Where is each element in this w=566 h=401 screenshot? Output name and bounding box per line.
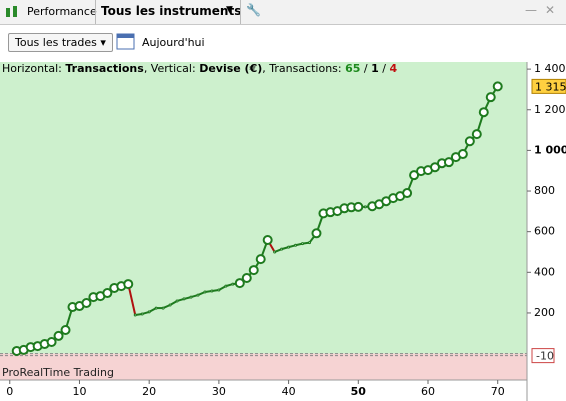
y-tick-label: 1 000 [534, 143, 566, 156]
wrench[interactable]: 🔧 [246, 3, 261, 17]
t: Transactions [65, 62, 144, 75]
calendar-icon[interactable] [116, 32, 136, 52]
instrument-select[interactable]: Tous les instruments [101, 4, 242, 18]
point [161, 306, 165, 310]
loss-zone [0, 353, 527, 380]
high-point [492, 81, 503, 92]
high-point [53, 330, 64, 341]
ref-tag [531, 348, 555, 364]
high-point [402, 188, 413, 199]
point [294, 243, 298, 247]
end-tag-label: 1 315, [535, 80, 566, 93]
t: , Transactions: [262, 62, 346, 75]
point [175, 299, 179, 303]
point [168, 303, 172, 307]
y-tick-label: 800 [534, 184, 555, 197]
t: Horizontal: [2, 62, 66, 75]
segment [127, 283, 137, 316]
t: , Vertical: [143, 62, 200, 75]
t: 1 [371, 62, 379, 75]
label: Tous les trades [15, 36, 97, 49]
high-point [478, 107, 489, 118]
high-point [353, 201, 364, 212]
end-tag [531, 78, 566, 94]
y-tick-label: 200 [534, 306, 555, 319]
x-tick-label: 70 [491, 385, 505, 398]
point [182, 297, 186, 301]
high-point [234, 278, 245, 289]
t: / [360, 62, 372, 75]
point [273, 250, 277, 254]
x-tick-label: 30 [212, 385, 226, 398]
high-point [255, 254, 266, 265]
t: 65 [345, 62, 361, 75]
tab[interactable]: Performance [27, 5, 97, 18]
point [280, 247, 284, 251]
minimize[interactable]: — [525, 3, 537, 17]
footer: ProRealTime Trading [2, 366, 114, 379]
y-tick-label: 1 400 [534, 62, 566, 75]
high-point [262, 234, 273, 245]
y-tick-label: 1 200 [534, 103, 566, 116]
high-point [464, 136, 475, 147]
x-tick-label: 50 [351, 385, 367, 398]
point [203, 290, 207, 294]
point [301, 242, 305, 246]
high-point [443, 157, 454, 168]
point [308, 241, 312, 245]
icon [6, 6, 17, 17]
point [140, 312, 144, 316]
point [189, 295, 193, 299]
t: 4 [389, 62, 398, 75]
ref-tag-label: -10 [536, 350, 554, 363]
point [154, 306, 158, 310]
point [231, 282, 235, 286]
point [133, 313, 137, 317]
high-point [471, 129, 482, 140]
x-tick-label: 0 [6, 385, 13, 398]
t: / [378, 62, 390, 75]
close[interactable]: ✕ [545, 3, 556, 17]
high-point [46, 337, 57, 348]
high-point [123, 279, 134, 290]
y-tick-label: 600 [534, 225, 555, 238]
point [217, 288, 221, 292]
point [287, 245, 291, 249]
high-point [311, 228, 322, 239]
x-tick-label: 40 [282, 385, 296, 398]
trades-select[interactable]: Tous les trades ▾ [8, 33, 113, 52]
x-tick-label: 10 [72, 385, 86, 398]
toolbar: Performance Tous les instruments ▼ 🔧 — ✕ [0, 0, 566, 25]
point [210, 289, 214, 293]
high-point [81, 297, 92, 308]
x-tick-label: 20 [142, 385, 156, 398]
t: Devise (€) [199, 62, 263, 75]
info-line: Horizontal: Transactions, Vertical: Devi… [2, 62, 397, 75]
high-point [241, 272, 252, 283]
y-tick-label: 400 [534, 265, 555, 278]
point [363, 205, 367, 209]
high-point [102, 288, 113, 299]
high-point [429, 162, 440, 173]
point [196, 293, 200, 297]
high-point [248, 265, 259, 276]
high-point [409, 170, 420, 181]
high-point [485, 92, 496, 103]
dropdown-arrow[interactable]: ▼ [226, 5, 233, 15]
point [147, 310, 151, 314]
high-point [457, 149, 468, 160]
high-point [60, 325, 71, 336]
date-label[interactable]: Aujourd'hui [142, 36, 205, 49]
x-tick-label: 60 [421, 385, 435, 398]
point [224, 284, 228, 288]
chart: -10 200 400 600 800 1 000 1 200 1 400 0 10 20 30 40 5… [0, 62, 566, 401]
